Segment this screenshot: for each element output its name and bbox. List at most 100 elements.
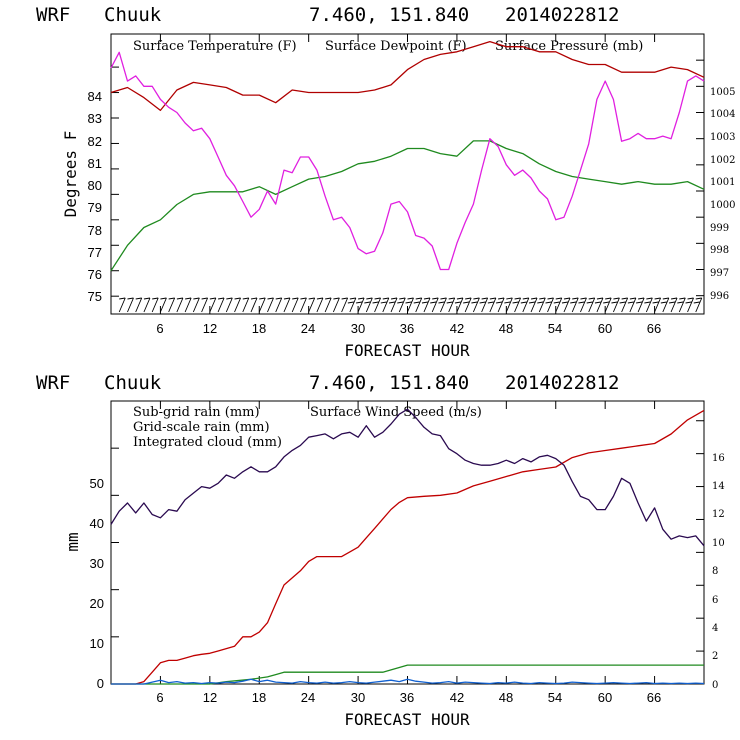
wind-barb <box>184 297 192 313</box>
header-station: Chuuk <box>104 4 162 26</box>
wind-barb <box>168 297 176 313</box>
plot-frame-1 <box>110 33 705 315</box>
x-tick-label: 24 <box>301 690 315 705</box>
wind-barb <box>512 297 521 313</box>
series-line-wind-speed <box>110 408 705 547</box>
y-axis-right-1: 996 997 998 999 1000 1001 1002 1003 1004… <box>710 87 735 302</box>
wind-barb <box>578 297 587 313</box>
wind-barb <box>242 297 250 313</box>
x-tick-label: 30 <box>351 321 365 336</box>
y2-tick-label: 998 <box>710 245 729 256</box>
wind-barb <box>603 297 612 313</box>
y2-tick-label: 2 <box>712 651 718 662</box>
legend-gridscale-rain: Grid-scale rain (mm) <box>133 420 270 435</box>
y-tick-label: 80 <box>88 178 102 193</box>
x-tick-label: 6 <box>156 321 163 336</box>
y2-tick-label: 12 <box>712 509 725 520</box>
y-axis-title-1: Degrees F <box>61 131 80 218</box>
x-tick-label: 48 <box>499 690 513 705</box>
wind-barb <box>127 297 134 313</box>
wind-barb <box>300 297 307 313</box>
y2-tick-label: 10 <box>712 538 725 549</box>
series-line-integrated-cloud <box>111 678 705 685</box>
y-axis-left-1: 75 76 77 78 79 80 81 82 83 84 <box>88 89 102 304</box>
y2-tick-label: 996 <box>710 291 729 302</box>
wind-barb <box>644 297 653 313</box>
wind-barb <box>201 297 209 313</box>
wind-barb <box>364 297 373 313</box>
y2-tick-label: 1003 <box>710 132 735 143</box>
header-station: Chuuk <box>104 372 162 394</box>
y-tick-label: 10 <box>90 636 104 651</box>
legend-integrated-cloud: Integrated cloud (mm) <box>133 435 282 450</box>
y2-tick-label: 1005 <box>710 87 735 98</box>
wind-barb <box>693 297 703 313</box>
y-axis-title-2: mm <box>63 532 82 551</box>
wind-barb <box>463 297 472 313</box>
x-tick-label: 66 <box>647 690 661 705</box>
wind-barb <box>685 297 694 313</box>
header-model: WRF <box>36 372 70 394</box>
x-axis-2: 6 12 18 24 30 36 42 48 54 60 66 <box>156 690 661 705</box>
y2-tick-label: 997 <box>710 268 729 279</box>
wind-barb <box>520 297 530 313</box>
x-axis-title-2: FORECAST HOUR <box>344 710 470 729</box>
x-tick-label: 12 <box>203 321 217 336</box>
x-tick-label: 6 <box>156 690 163 705</box>
wind-barb <box>487 297 497 313</box>
series-line-pressure <box>110 51 705 271</box>
header-coords: 7.460, 151.840 <box>309 372 469 394</box>
x-tick-label: 60 <box>598 321 612 336</box>
wind-barb <box>347 297 357 313</box>
wind-barb <box>209 297 217 313</box>
header-coords: 7.460, 151.840 <box>309 4 469 26</box>
wind-barb <box>619 297 629 313</box>
y2-tick-label: 1000 <box>710 200 735 211</box>
series-line-dewpoint <box>110 140 705 272</box>
wind-barb <box>471 297 480 313</box>
y-tick-label: 0 <box>97 676 104 691</box>
wind-barb <box>332 297 340 313</box>
wind-barb <box>636 297 645 313</box>
x-tick-label: 42 <box>450 321 464 336</box>
panel-2: WRF Chuuk 7.460, 151.840 2014022812 Sub-… <box>36 372 725 729</box>
x-tick-label: 30 <box>351 690 365 705</box>
wind-barb <box>446 297 456 313</box>
y2-tick-label: 1001 <box>710 177 735 188</box>
wind-barb <box>553 297 563 313</box>
wind-barb <box>677 297 686 313</box>
x-tick-label: 24 <box>301 321 315 336</box>
wind-barb <box>405 297 414 313</box>
x-tick-label: 66 <box>647 321 661 336</box>
legend-subgrid-rain: Sub-grid rain (mm) <box>133 405 260 420</box>
x-tick-label: 18 <box>252 690 266 705</box>
wind-barb <box>545 297 554 313</box>
x-tick-label: 12 <box>203 690 217 705</box>
x-tick-label: 60 <box>598 690 612 705</box>
wind-barb <box>561 297 571 313</box>
wind-barb <box>570 297 579 313</box>
wind-barb <box>380 297 390 313</box>
wind-barb <box>496 297 505 313</box>
wind-barb <box>283 297 291 313</box>
wind-barbs <box>118 297 703 313</box>
y-tick-label: 82 <box>88 134 102 149</box>
header-init: 2014022812 <box>505 4 619 26</box>
wind-barb <box>250 297 258 313</box>
wind-barb <box>267 297 274 313</box>
wind-barb <box>356 297 365 313</box>
wind-barb <box>388 297 398 313</box>
wind-barb <box>234 297 241 313</box>
legend-dewpoint: Surface Dewpoint (F) <box>325 39 467 54</box>
wind-barb <box>160 297 167 313</box>
wind-barb <box>308 297 316 313</box>
wind-barb <box>217 297 225 313</box>
y2-tick-label: 999 <box>710 223 729 234</box>
y-tick-label: 83 <box>88 111 102 126</box>
y2-tick-label: 1002 <box>710 155 735 166</box>
wind-barb <box>324 297 332 313</box>
series-line-temperature <box>110 40 705 112</box>
wind-barb <box>291 297 299 313</box>
wind-barb <box>275 297 283 313</box>
